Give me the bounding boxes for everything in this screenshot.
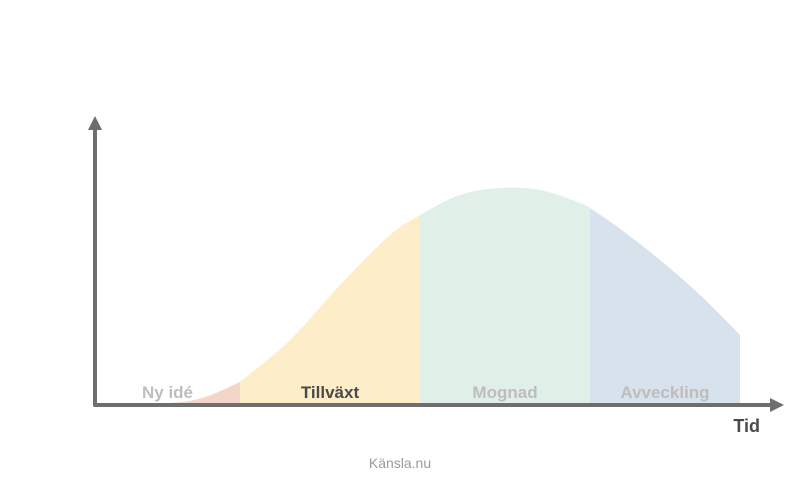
caption: Känsla.nu bbox=[369, 455, 431, 471]
phase-area-growth bbox=[240, 215, 420, 405]
y-axis-arrow bbox=[88, 116, 102, 130]
chart-svg: Ny idé Tillväxt Mognad Avveckling Tid Känsla.… bbox=[0, 0, 800, 500]
x-axis-label: Tid bbox=[733, 416, 760, 436]
phase-label-growth: Tillväxt bbox=[301, 383, 360, 402]
phase-label-maturity: Mognad bbox=[472, 383, 537, 402]
phase-area-decline bbox=[590, 208, 740, 405]
phase-area-maturity bbox=[420, 188, 590, 405]
phase-label-newidea: Ny idé bbox=[142, 383, 193, 402]
phase-label-decline: Avveckling bbox=[620, 383, 709, 402]
lifecycle-chart: Ny idé Tillväxt Mognad Avveckling Tid Känsla.… bbox=[0, 0, 800, 500]
x-axis-arrow bbox=[770, 398, 784, 412]
